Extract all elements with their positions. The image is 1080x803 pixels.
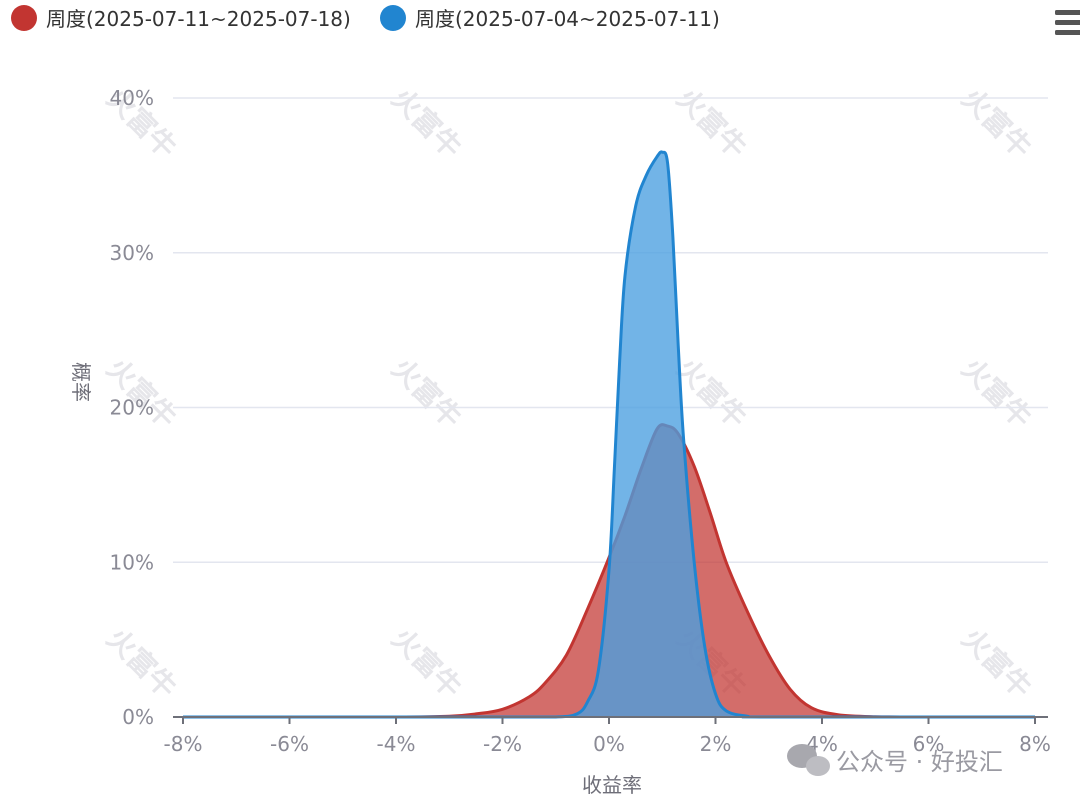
series-line-2 <box>182 150 1035 719</box>
watermark-text: 火富牛 <box>100 622 183 705</box>
y-tick-label: 0% <box>122 705 154 729</box>
watermark-text: 火富牛 <box>670 82 753 165</box>
x-tick-label: -8% <box>164 732 203 756</box>
watermark-text: 火富牛 <box>955 352 1038 435</box>
series-area-2[interactable] <box>183 151 1035 717</box>
x-tick-label: 6% <box>913 732 945 756</box>
x-axis-title: 收益率 <box>582 773 642 797</box>
legend: 周度(2025-07-11~2025-07-18) 周度(2025-07-04~… <box>11 5 720 31</box>
x-tick-label: 2% <box>700 732 732 756</box>
watermark-text: 火富牛 <box>385 352 468 435</box>
legend-label-series-1: 周度(2025-07-11~2025-07-18) <box>46 7 351 31</box>
y-tick-label: 30% <box>110 241 154 265</box>
y-tick-label: 10% <box>110 550 154 574</box>
x-tick-label: -6% <box>270 732 309 756</box>
legend-item-series-2[interactable]: 周度(2025-07-04~2025-07-11) <box>380 5 720 31</box>
x-tick-label: -4% <box>377 732 416 756</box>
grid-lines <box>173 97 1048 563</box>
x-tick-label: 0% <box>593 732 625 756</box>
legend-marker-series-1 <box>11 5 37 31</box>
y-tick-label: 40% <box>110 86 154 110</box>
watermark-layer: 火富牛火富牛火富牛火富牛火富牛火富牛火富牛火富牛火富牛火富牛火富牛火富牛 <box>100 82 1038 705</box>
legend-label-series-2: 周度(2025-07-04~2025-07-11) <box>415 7 720 31</box>
axes: 0%10%20%30%40%-8% -6% -4% -2% 0% 2% 4% 6% 8% <box>110 86 1051 756</box>
watermark-text: 火富牛 <box>385 82 468 165</box>
y-axis-title: 概率 <box>69 362 93 402</box>
brand-watermark-text: 公众号 · 好投汇 <box>836 748 1003 776</box>
wechat-icon <box>787 744 830 776</box>
series-layer <box>182 150 1035 719</box>
watermark-text: 火富牛 <box>955 82 1038 165</box>
hamburger-menu-icon[interactable] <box>1055 10 1080 35</box>
legend-item-series-1[interactable]: 周度(2025-07-11~2025-07-18) <box>11 5 351 31</box>
watermark-text: 火富牛 <box>955 622 1038 705</box>
y-tick-label: 20% <box>110 396 154 420</box>
x-tick-label: -2% <box>483 732 522 756</box>
watermark-text: 火富牛 <box>100 352 183 435</box>
x-tick-label: 8% <box>1019 732 1051 756</box>
legend-marker-series-2 <box>380 5 406 31</box>
brand-watermark: 公众号 · 好投汇 <box>787 744 1003 776</box>
watermark-text: 火富牛 <box>385 622 468 705</box>
